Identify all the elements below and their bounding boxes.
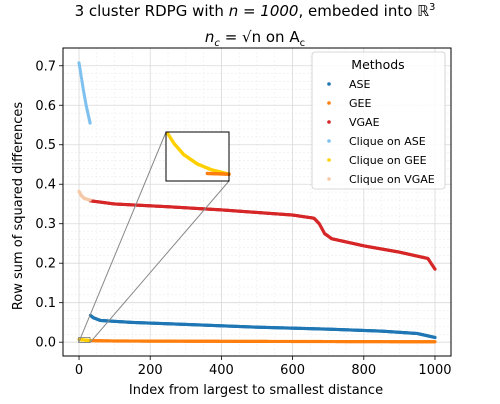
inset-series-layer — [166, 132, 231, 176]
zoom-connector-line-2 — [89, 180, 230, 343]
y-tick-label: 0.1 — [35, 296, 56, 311]
chart-title-line1: 3 cluster RDPG with n = 1000, embeded in… — [75, 2, 436, 20]
x-tick-label: 1000 — [418, 363, 451, 378]
y-tick-label: 0.6 — [35, 99, 56, 114]
legend-marker — [327, 158, 331, 162]
y-tick-label: 0.5 — [35, 138, 56, 153]
legend-label: Clique on GEE — [349, 154, 427, 167]
legend-label: Clique on VGAE — [349, 173, 435, 186]
series-ase — [88, 313, 437, 340]
zoom-inset-group — [78, 131, 231, 343]
y-tick-label: 0.4 — [35, 178, 56, 193]
inset-frame — [165, 131, 230, 182]
data-point — [433, 335, 437, 340]
x-tick-label: 200 — [138, 363, 163, 378]
x-tick-label: 600 — [280, 363, 305, 378]
legend: Methods ASE GEE VGAE Clique on ASE Clique on… — [311, 51, 446, 190]
series-clique-on-vgae — [77, 189, 92, 202]
legend-box — [311, 51, 446, 190]
legend-marker — [327, 101, 331, 105]
legend-label: VGAE — [349, 116, 380, 129]
y-tick-label: 0.2 — [35, 257, 56, 272]
x-tick-label: 400 — [209, 363, 234, 378]
x-tick-label: 0 — [75, 363, 83, 378]
series-layer — [77, 61, 437, 344]
data-point — [88, 121, 92, 125]
legend-title: Methods — [351, 57, 404, 72]
x-axis-label: Index from largest to smallest distance — [129, 383, 383, 398]
y-tick-label: 0.0 — [35, 336, 56, 351]
zoom-connector-line-1 — [78, 131, 167, 343]
zoom-indicator-box — [78, 337, 91, 343]
legend-items: ASE GEE VGAE Clique on ASE Clique on GEE Cliq… — [327, 78, 435, 186]
data-point — [433, 267, 437, 271]
data-point — [433, 340, 437, 344]
x-axis: 0 200 400 600 800 1000 — [75, 356, 452, 378]
legend-label: Clique on ASE — [349, 135, 426, 148]
legend-label: ASE — [349, 78, 371, 91]
inset-series-gee — [205, 171, 231, 176]
plot-frame — [62, 47, 452, 357]
legend-label: GEE — [349, 97, 371, 110]
y-axis: 0.0 0.1 0.2 0.3 0.4 0.5 0.6 0.7 — [35, 59, 63, 351]
y-tick-label: 0.7 — [35, 59, 56, 74]
legend-marker — [327, 139, 331, 143]
data-point — [88, 198, 92, 202]
legend-marker — [327, 177, 331, 181]
x-tick-label: 800 — [351, 363, 376, 378]
legend-marker — [327, 120, 331, 124]
legend-marker — [327, 82, 331, 86]
minor-grid — [63, 48, 451, 356]
series-clique-on-ase — [77, 61, 92, 125]
inset-series-clique-on-gee — [166, 132, 231, 176]
series-gee — [88, 339, 437, 344]
y-tick-label: 0.3 — [35, 217, 56, 232]
chart-title-line2: nc = √n on Ac — [205, 28, 305, 49]
y-axis-label: Row sum of squared differences — [11, 102, 26, 311]
